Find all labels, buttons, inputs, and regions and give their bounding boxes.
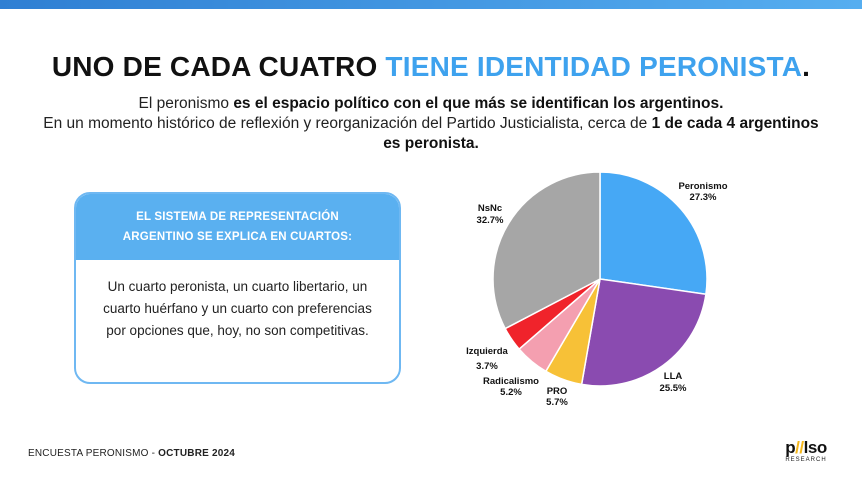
- logo-word-c: so: [807, 438, 827, 457]
- info-card: EL SISTEMA DE REPRESENTACIÓN ARGENTINO S…: [74, 192, 401, 384]
- pie-chart: Peronismo 27.3% LLA 25.5% PRO 5.7% Radic…: [466, 171, 728, 408]
- logo-word-a: p: [785, 438, 796, 457]
- subtitle-line-1: El peronismo es el espacio político con …: [40, 94, 822, 114]
- headline-part-1: UNO DE CADA CUATRO: [51, 51, 386, 82]
- logo-wordmark: p//lso: [776, 438, 836, 457]
- label-izquierda-name: Izquierda: [466, 346, 508, 357]
- subtitle-line-1-a: El peronismo: [138, 95, 234, 112]
- label-peronismo-name: Peronismo: [678, 181, 727, 192]
- label-radicalismo-name: Radicalismo: [483, 376, 539, 387]
- info-card-header-line-1: EL SISTEMA DE REPRESENTACIÓN: [136, 211, 339, 223]
- subtitle-line-2-b: 1 de cada 4 argentinos es peronista.: [383, 115, 819, 152]
- label-lla-name: LLA: [664, 371, 683, 382]
- subtitle-line-2-a: En un momento histórico de reflexión y r…: [43, 115, 652, 132]
- label-izquierda-value: 3.7%: [476, 361, 498, 372]
- headline-period: .: [802, 51, 811, 82]
- subtitle-line-2: En un momento histórico de reflexión y r…: [40, 114, 822, 154]
- footer-survey-label: ENCUESTA PERONISMO - OCTUBRE 2024: [28, 448, 235, 459]
- label-peronismo-value: 27.3%: [690, 192, 717, 203]
- logo-subtitle: RESEARCH: [785, 457, 827, 463]
- headline-highlight: TIENE IDENTIDAD PERONISTA: [385, 51, 803, 82]
- info-card-header: EL SISTEMA DE REPRESENTACIÓN ARGENTINO S…: [76, 194, 399, 260]
- slice-peronismo: [599, 171, 708, 296]
- pie-slices: [492, 171, 708, 387]
- logo-slash-icon: //: [795, 438, 804, 457]
- label-pro-name: PRO: [547, 386, 568, 397]
- label-nsnc-name: NsNc: [478, 203, 502, 214]
- subtitle: El peronismo es el espacio político con …: [40, 94, 822, 154]
- label-radicalismo-value: 5.2%: [500, 387, 522, 398]
- top-accent-bar: [0, 0, 862, 9]
- footer-label: ENCUESTA PERONISMO -: [28, 448, 159, 459]
- pulso-research-logo: p//lso RESEARCH: [776, 438, 836, 466]
- headline: UNO DE CADA CUATRO TIENE IDENTIDAD PERON…: [0, 50, 862, 84]
- slice-lla: [580, 278, 707, 387]
- subtitle-line-1-b: es el espacio político con el que más se…: [233, 95, 724, 112]
- logo-word-b: l: [803, 438, 809, 457]
- footer-date: OCTUBRE 2024: [158, 448, 236, 459]
- info-card-body: Un cuarto peronista, un cuarto libertari…: [103, 279, 372, 338]
- pie-labels: Peronismo 27.3% LLA 25.5% PRO 5.7% Radic…: [466, 181, 728, 408]
- label-pro-value: 5.7%: [546, 397, 568, 408]
- info-card-header-line-2: ARGENTINO SE EXPLICA EN CUARTOS:: [122, 231, 353, 243]
- slice-nsnc: [492, 171, 601, 330]
- label-nsnc-value: 32.7%: [477, 215, 504, 226]
- label-lla-value: 25.5%: [660, 383, 687, 394]
